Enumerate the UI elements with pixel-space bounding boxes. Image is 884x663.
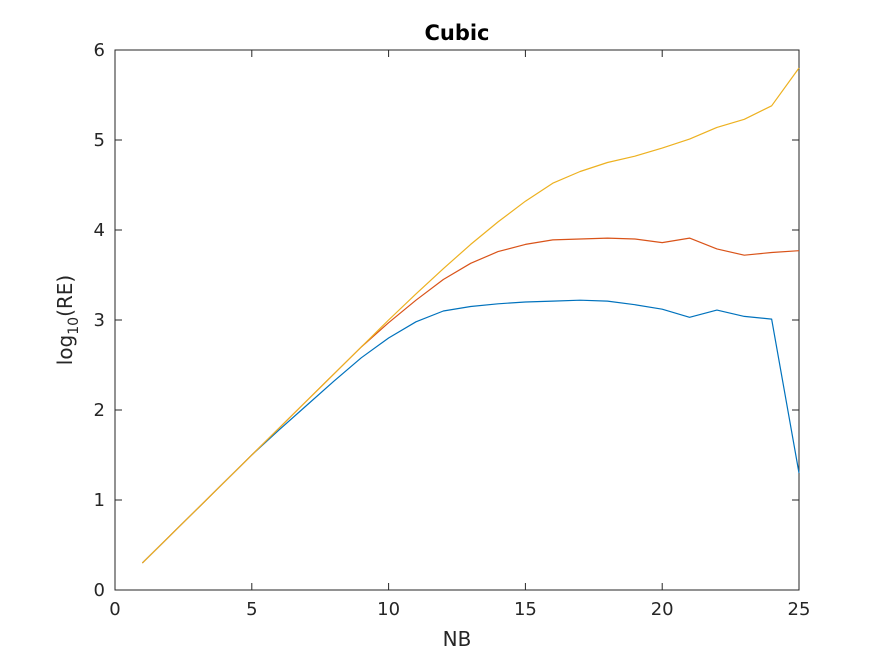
x-tick-label: 5 xyxy=(246,599,257,620)
x-tick-label: 15 xyxy=(514,599,537,620)
y-tick-label: 4 xyxy=(94,220,105,241)
y-tick-label: 2 xyxy=(94,400,105,421)
x-tick-label: 20 xyxy=(651,599,674,620)
series-layer xyxy=(141,67,800,564)
y-axis-label-rest: (RE) xyxy=(53,275,77,317)
series-line-3 xyxy=(141,67,800,564)
x-tick-label: 0 xyxy=(109,599,120,620)
y-axis-ticks: 0 1 2 3 4 5 6 xyxy=(94,40,799,601)
axes-box xyxy=(114,49,800,591)
y-tick-label: 3 xyxy=(94,310,105,331)
x-tick-label: 10 xyxy=(377,599,400,620)
x-tick-label: 25 xyxy=(788,599,811,620)
y-axis-label-subscript: 10 xyxy=(66,317,82,335)
y-axis-label-base: log xyxy=(53,335,77,366)
x-axis-label: NB xyxy=(443,627,472,651)
y-tick-label: 1 xyxy=(94,490,105,511)
y-axis-label: log10(RE) xyxy=(53,275,82,365)
y-tick-label: 0 xyxy=(94,580,105,601)
plot-area: 0 5 10 15 20 25 0 1 2 3 4 5 6 xyxy=(94,40,811,620)
x-axis-ticks: 0 5 10 15 20 25 xyxy=(109,50,810,620)
y-tick-label: 6 xyxy=(94,40,105,61)
y-tick-label: 5 xyxy=(94,130,105,151)
chart-title: Cubic xyxy=(424,21,489,45)
